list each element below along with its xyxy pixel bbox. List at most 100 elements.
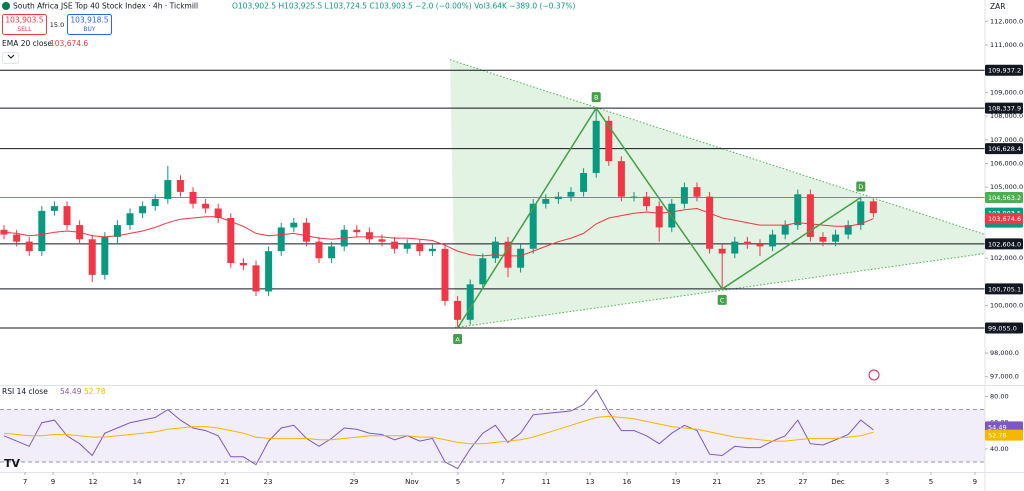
candle-body bbox=[416, 244, 424, 252]
y-tick-label: 102,000.0 bbox=[990, 254, 1023, 262]
level-tag bbox=[985, 238, 1023, 250]
pattern-point-tag bbox=[591, 92, 601, 103]
candle-body bbox=[743, 241, 751, 245]
candle-body bbox=[542, 199, 550, 204]
y-tick-label: 108,000.0 bbox=[990, 112, 1023, 120]
candle-body bbox=[277, 227, 285, 252]
level-tag bbox=[985, 283, 1023, 295]
x-tick-label: 23 bbox=[264, 478, 273, 486]
currency: ZAR bbox=[990, 2, 1005, 11]
candle-body bbox=[479, 258, 487, 285]
candle-body bbox=[315, 241, 323, 259]
x-tick-label: 9 bbox=[51, 478, 55, 486]
level-tag bbox=[985, 192, 1023, 204]
ema-value-tag bbox=[985, 213, 1023, 225]
rsi-ma-line bbox=[3, 415, 874, 445]
candle-body bbox=[718, 248, 726, 254]
candle-body bbox=[353, 229, 361, 233]
ema-line bbox=[3, 207, 874, 257]
rsi-y-tick-label: 40.00 bbox=[990, 445, 1009, 453]
rsi-pane bbox=[0, 389, 985, 470]
candle-body bbox=[428, 248, 436, 252]
candle-body bbox=[844, 225, 852, 235]
ohlc-readout: O103,902.5 H103,925.5 L103,724.5 C103,90… bbox=[232, 2, 576, 11]
overlay: 112,000.0 111,000.0 109,000.0 108,000.0 107,… bbox=[23, 17, 1023, 486]
price-pane: A B C D bbox=[0, 59, 986, 345]
pattern-point-label: C bbox=[720, 296, 725, 304]
pattern-point-label: D bbox=[858, 183, 863, 191]
x-tick-label: 27 bbox=[798, 478, 807, 486]
candle-body bbox=[227, 217, 235, 263]
candle-body bbox=[857, 201, 865, 226]
candle-body bbox=[38, 210, 46, 252]
pattern-line bbox=[456, 106, 862, 329]
candle-body bbox=[189, 191, 197, 204]
rsi-legend-value: 54.49 bbox=[60, 387, 82, 396]
candle-body bbox=[806, 194, 814, 237]
chart-title: South Africa JSE Top 40 Stock Index · 4h… bbox=[13, 2, 198, 11]
candle-body bbox=[630, 196, 638, 198]
rsi-band bbox=[0, 409, 985, 463]
ema-value-label: 103,674.6 bbox=[988, 215, 1021, 223]
candle-body bbox=[554, 196, 562, 200]
candle-body bbox=[164, 180, 172, 200]
candle-body bbox=[680, 187, 688, 204]
x-tick-label: 17 bbox=[177, 478, 186, 486]
buy-button[interactable] bbox=[67, 14, 112, 35]
candle-body bbox=[403, 244, 411, 249]
rsi-value-tag bbox=[985, 429, 1023, 441]
y-tick-label: 106,000.0 bbox=[990, 159, 1023, 167]
alert-icon[interactable] bbox=[868, 369, 880, 381]
candle-body bbox=[151, 199, 159, 207]
level-tag bbox=[985, 143, 1023, 155]
x-tick-label: 21 bbox=[713, 478, 722, 486]
candle-body bbox=[466, 284, 474, 320]
flag-icon bbox=[2, 2, 10, 10]
rsi-ma-legend-value: 52.78 bbox=[84, 387, 106, 396]
candle-body bbox=[832, 234, 840, 242]
y-tick-label: 109,000.0 bbox=[990, 88, 1023, 96]
collapse-icon bbox=[7, 54, 15, 59]
candle-body bbox=[302, 222, 310, 242]
rsi-line bbox=[3, 389, 874, 470]
candle-body bbox=[126, 213, 134, 226]
level-label: 99,055.0 bbox=[988, 325, 1017, 333]
buy-price: 103,918.5 bbox=[70, 16, 108, 25]
pattern-point-label: A bbox=[455, 336, 460, 344]
candle-body bbox=[592, 120, 600, 173]
candle-body bbox=[454, 300, 462, 320]
sell-button[interactable] bbox=[2, 14, 47, 35]
candle-body bbox=[290, 222, 298, 228]
x-tick-label: 21 bbox=[221, 478, 230, 486]
x-tick-label: 7 bbox=[501, 478, 505, 486]
sell-label: SELL bbox=[17, 26, 32, 33]
candle-body bbox=[655, 206, 663, 228]
candle-body bbox=[378, 239, 386, 242]
candle-body bbox=[529, 203, 537, 249]
rsi-value-label: 52.78 bbox=[988, 432, 1007, 440]
candle-body bbox=[328, 246, 336, 259]
candle-body bbox=[441, 248, 449, 301]
pattern-point-label: B bbox=[594, 94, 598, 102]
rsi-y-tick-label: 80.00 bbox=[990, 392, 1009, 400]
pattern-point-tag bbox=[453, 334, 463, 345]
candle-body bbox=[202, 203, 210, 209]
pattern-point-tag bbox=[717, 294, 727, 305]
rsi-legend: RSI 14 close bbox=[2, 387, 48, 396]
candle-body bbox=[643, 196, 651, 207]
candle-body bbox=[391, 241, 399, 249]
x-tick-label: Dec bbox=[831, 478, 845, 486]
rsi-value-label: 54.49 bbox=[988, 423, 1007, 431]
ema-legend-value: 103,674.6 bbox=[50, 39, 88, 48]
candle-body bbox=[13, 234, 21, 242]
candle-body bbox=[819, 236, 827, 242]
candle-body bbox=[517, 248, 525, 268]
candle-body bbox=[491, 241, 499, 259]
y-tick-label: 111,000.0 bbox=[990, 41, 1023, 49]
buy-label: BUY bbox=[83, 26, 96, 33]
x-tick-label: 19 bbox=[671, 478, 680, 486]
candle-body bbox=[756, 244, 764, 247]
x-tick-label: 12 bbox=[89, 478, 98, 486]
level-label: 100,705.1 bbox=[988, 285, 1021, 293]
candle-body bbox=[252, 265, 260, 292]
